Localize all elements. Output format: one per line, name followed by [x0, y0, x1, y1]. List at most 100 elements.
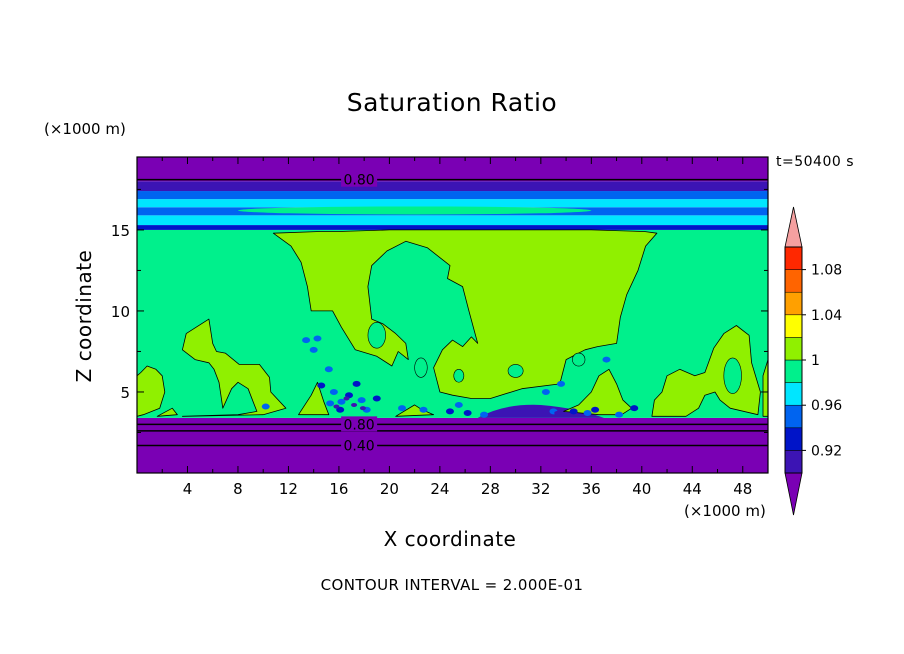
contour-band — [477, 404, 604, 418]
speck — [359, 406, 366, 411]
x-tick-label: 8 — [233, 480, 243, 498]
x-tick-label: 40 — [632, 480, 651, 498]
x-tick-label: 4 — [183, 480, 193, 498]
speck — [352, 380, 361, 387]
speck — [569, 408, 578, 415]
contour-label-bg — [341, 437, 378, 453]
contour-label: 0.80 — [344, 173, 375, 189]
speck — [326, 400, 335, 407]
speck — [324, 366, 333, 373]
speck — [329, 388, 338, 395]
speck — [630, 405, 639, 412]
x-tick-label: 36 — [582, 480, 601, 498]
contour-region — [367, 321, 386, 349]
speck — [261, 403, 270, 410]
contour-region — [181, 318, 287, 417]
contour-band — [137, 199, 768, 208]
colorbar-label: 1.08 — [811, 263, 842, 279]
contour-region — [453, 368, 465, 383]
speck — [333, 404, 340, 409]
contour-band — [137, 181, 768, 192]
contour-band — [137, 215, 768, 226]
contour-band — [137, 225, 768, 230]
speck — [554, 411, 561, 416]
x-axis-units: (×1000 m) — [684, 502, 766, 520]
x-tick-label: 20 — [380, 480, 399, 498]
colorbar-box — [784, 337, 803, 361]
contour-region — [137, 365, 166, 417]
contour-field: 0.80 0.80 0.40 — [137, 157, 768, 473]
speck — [591, 406, 600, 413]
colorbar-box — [784, 291, 803, 316]
contour-region — [156, 407, 178, 417]
colorbar-box — [784, 359, 803, 383]
speck — [445, 408, 454, 415]
colorbar-label: 0.92 — [811, 443, 842, 459]
contour-region — [563, 368, 633, 416]
speck — [372, 395, 381, 402]
speck — [336, 406, 345, 413]
speck — [337, 398, 346, 405]
speck — [309, 346, 318, 353]
colorbar-box — [784, 382, 803, 406]
speck — [463, 410, 472, 417]
speck — [419, 406, 428, 413]
colorbar-under — [784, 472, 803, 516]
time-label: t=50400 s — [776, 154, 854, 170]
x-tick-label: 32 — [531, 480, 550, 498]
x-tick-label: 44 — [683, 480, 702, 498]
colorbar-box — [784, 427, 803, 451]
colorbar: 1.08 1.04 1 0.96 0.92 — [784, 206, 842, 516]
speck — [317, 382, 326, 389]
speck — [557, 380, 566, 387]
speck — [357, 397, 366, 404]
contour-interval-note: CONTOUR INTERVAL = 2.000E-01 — [320, 576, 584, 594]
contour-band — [237, 206, 592, 215]
colorbar-box — [784, 246, 803, 270]
colorbar-box — [784, 314, 803, 338]
contour-region — [723, 357, 742, 394]
contour-label: 0.40 — [344, 438, 375, 454]
colorbar-label: 0.96 — [811, 398, 842, 414]
contour-band — [137, 191, 768, 200]
colorbar-label: 1.04 — [811, 308, 842, 324]
speck — [454, 401, 463, 408]
x-tick-label: 28 — [481, 480, 500, 498]
contour-region — [298, 381, 330, 416]
speck — [302, 337, 311, 344]
contour-region — [272, 229, 658, 399]
speck — [583, 410, 592, 417]
contour-region — [572, 352, 586, 367]
colorbar-box — [784, 404, 803, 429]
speck — [541, 388, 550, 395]
contour-label-bg — [341, 171, 378, 187]
y-axis-units: (×1000 m) — [44, 120, 126, 138]
colorbar-over — [784, 206, 803, 248]
colorbar-label: 1 — [811, 353, 820, 369]
x-tick-label: 12 — [279, 480, 298, 498]
x-tick-label: 48 — [733, 480, 752, 498]
colorbar-box — [784, 450, 803, 474]
contour-region — [762, 359, 768, 417]
x-tick-label: 24 — [430, 480, 449, 498]
x-tick-label: 16 — [329, 480, 348, 498]
speck — [615, 411, 624, 418]
speck — [520, 407, 527, 412]
speck — [602, 356, 611, 363]
y-tick-label: 15 — [111, 222, 130, 240]
speck — [343, 396, 350, 401]
x-axis-label: X coordinate — [383, 527, 517, 551]
speck — [313, 335, 322, 342]
contour-label: 0.80 — [344, 417, 375, 433]
speck — [398, 405, 407, 412]
colorbar-box — [784, 269, 803, 293]
contour-label-bg — [341, 416, 378, 432]
y-tick-label: 5 — [120, 384, 130, 402]
contour-region — [414, 357, 428, 378]
chart-title: Saturation Ratio — [346, 88, 558, 117]
contour-band — [137, 157, 768, 182]
y-tick-label: 10 — [111, 303, 130, 321]
speck — [480, 411, 489, 418]
contour-region — [507, 364, 524, 378]
